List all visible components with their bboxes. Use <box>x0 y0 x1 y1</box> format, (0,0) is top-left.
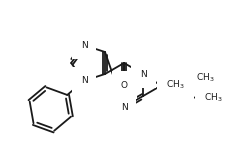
Text: CH$_3$: CH$_3$ <box>204 92 223 105</box>
Text: N: N <box>121 102 128 112</box>
Text: CH$_3$: CH$_3$ <box>166 79 185 91</box>
Text: CH$_3$: CH$_3$ <box>195 71 214 83</box>
Text: N: N <box>81 41 88 50</box>
Text: N: N <box>140 70 146 78</box>
Text: O: O <box>121 81 128 90</box>
Text: N: N <box>81 76 88 85</box>
